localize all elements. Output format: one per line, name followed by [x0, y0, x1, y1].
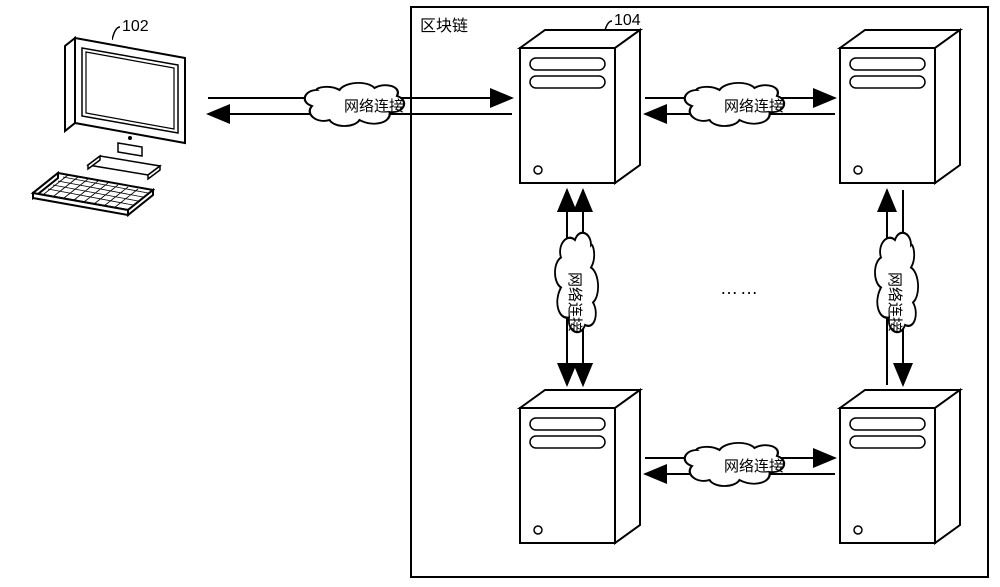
server-id-label: 104 [604, 16, 644, 41]
ellipsis: …… [720, 278, 760, 299]
client-id-label: 102 [112, 22, 152, 47]
blockchain-box [410, 6, 989, 578]
diagram-canvas: 区块链 102 104 …… [0, 0, 1000, 587]
connection-label: 网络连接 [344, 98, 404, 115]
client-computer-icon [33, 38, 185, 215]
blockchain-label: 区块链 [420, 12, 468, 36]
